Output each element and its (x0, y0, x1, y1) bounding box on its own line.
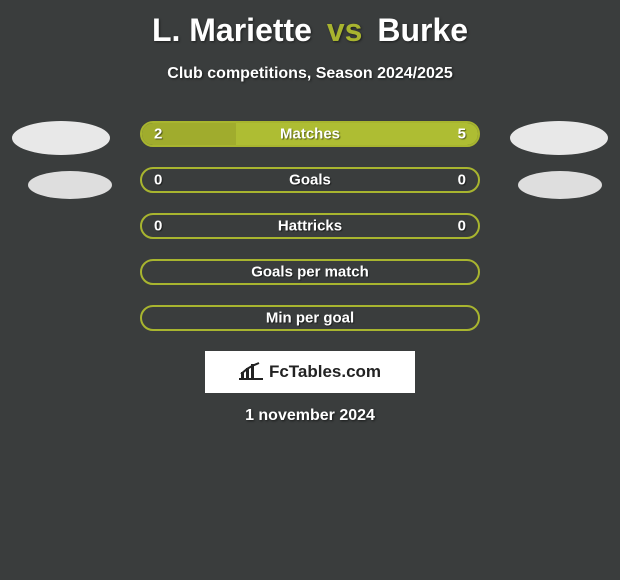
stat-row: 0 0 Goals (140, 167, 480, 193)
stat-value-left: 0 (154, 172, 162, 189)
stat-row: 2 5 Matches (140, 121, 480, 147)
team-badge-right (510, 121, 608, 155)
branding-text: FcTables.com (269, 362, 381, 382)
page-title: L. Mariette vs Burke (0, 0, 620, 49)
stat-label: Min per goal (266, 310, 354, 327)
stat-label: Hattricks (278, 218, 342, 235)
subtitle: Club competitions, Season 2024/2025 (0, 65, 620, 83)
stat-row: Min per goal (140, 305, 480, 331)
chart-icon (239, 362, 263, 382)
stat-rows: 2 5 Matches 0 0 Goals 0 0 Hattricks Goals per mat… (140, 121, 480, 331)
comparison-panel: 2 5 Matches 0 0 Goals 0 0 Hattricks Goals per mat… (0, 121, 620, 425)
stat-label: Goals per match (251, 264, 369, 281)
title-vs: vs (327, 12, 363, 48)
footer-date: 1 november 2024 (0, 407, 620, 425)
title-player1: L. Mariette (152, 12, 312, 48)
stat-label: Goals (289, 172, 331, 189)
stat-label: Matches (280, 126, 340, 143)
stat-value-left: 2 (154, 126, 162, 143)
stat-fill-right (236, 123, 478, 145)
title-player2: Burke (377, 12, 468, 48)
decor-ellipse-left (28, 171, 112, 199)
stat-value-left: 0 (154, 218, 162, 235)
team-badge-left (12, 121, 110, 155)
stat-value-right: 0 (458, 172, 466, 189)
stat-row: Goals per match (140, 259, 480, 285)
branding-box: FcTables.com (205, 351, 415, 393)
decor-ellipse-right (518, 171, 602, 199)
stat-value-right: 5 (458, 126, 466, 143)
stat-row: 0 0 Hattricks (140, 213, 480, 239)
stat-value-right: 0 (458, 218, 466, 235)
